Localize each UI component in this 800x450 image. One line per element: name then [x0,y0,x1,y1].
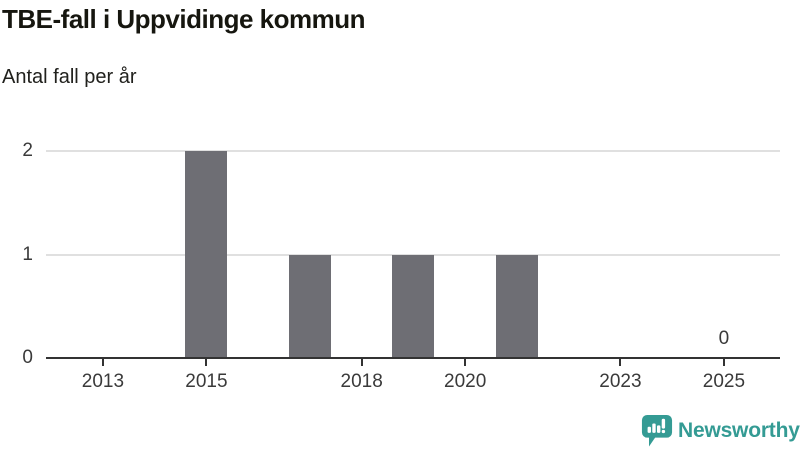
x-tick [464,359,467,366]
bar [288,254,331,358]
newsworthy-logo-icon [641,415,673,447]
chart-title: TBE-fall i Uppvidinge kommun [2,4,366,34]
bar [185,151,228,358]
gridline [46,150,780,153]
x-tick-label: 2015 [185,371,228,392]
value-annotation: 0 [718,328,730,349]
x-tick-label: 2023 [599,371,642,392]
x-tick-label: 2025 [702,371,746,392]
bar [392,254,435,358]
brand-name: Newsworthy [678,419,800,442]
y-tick-label: 1 [22,243,33,265]
x-tick-label: 2013 [81,371,125,392]
y-tick-label: 0 [22,347,33,368]
x-tick [722,359,725,366]
chart-subtitle: Antal fall per år [2,66,137,88]
x-tick-label: 2020 [444,371,487,392]
x-tick [205,359,208,366]
x-tick [360,359,363,366]
y-tick-label: 2 [22,140,33,162]
x-tick-label: 2018 [340,371,383,392]
x-tick [619,359,622,366]
x-tick [101,359,104,366]
brand-logo: Newsworthy [641,414,800,448]
x-axis-line [46,357,780,359]
bar [495,254,538,358]
